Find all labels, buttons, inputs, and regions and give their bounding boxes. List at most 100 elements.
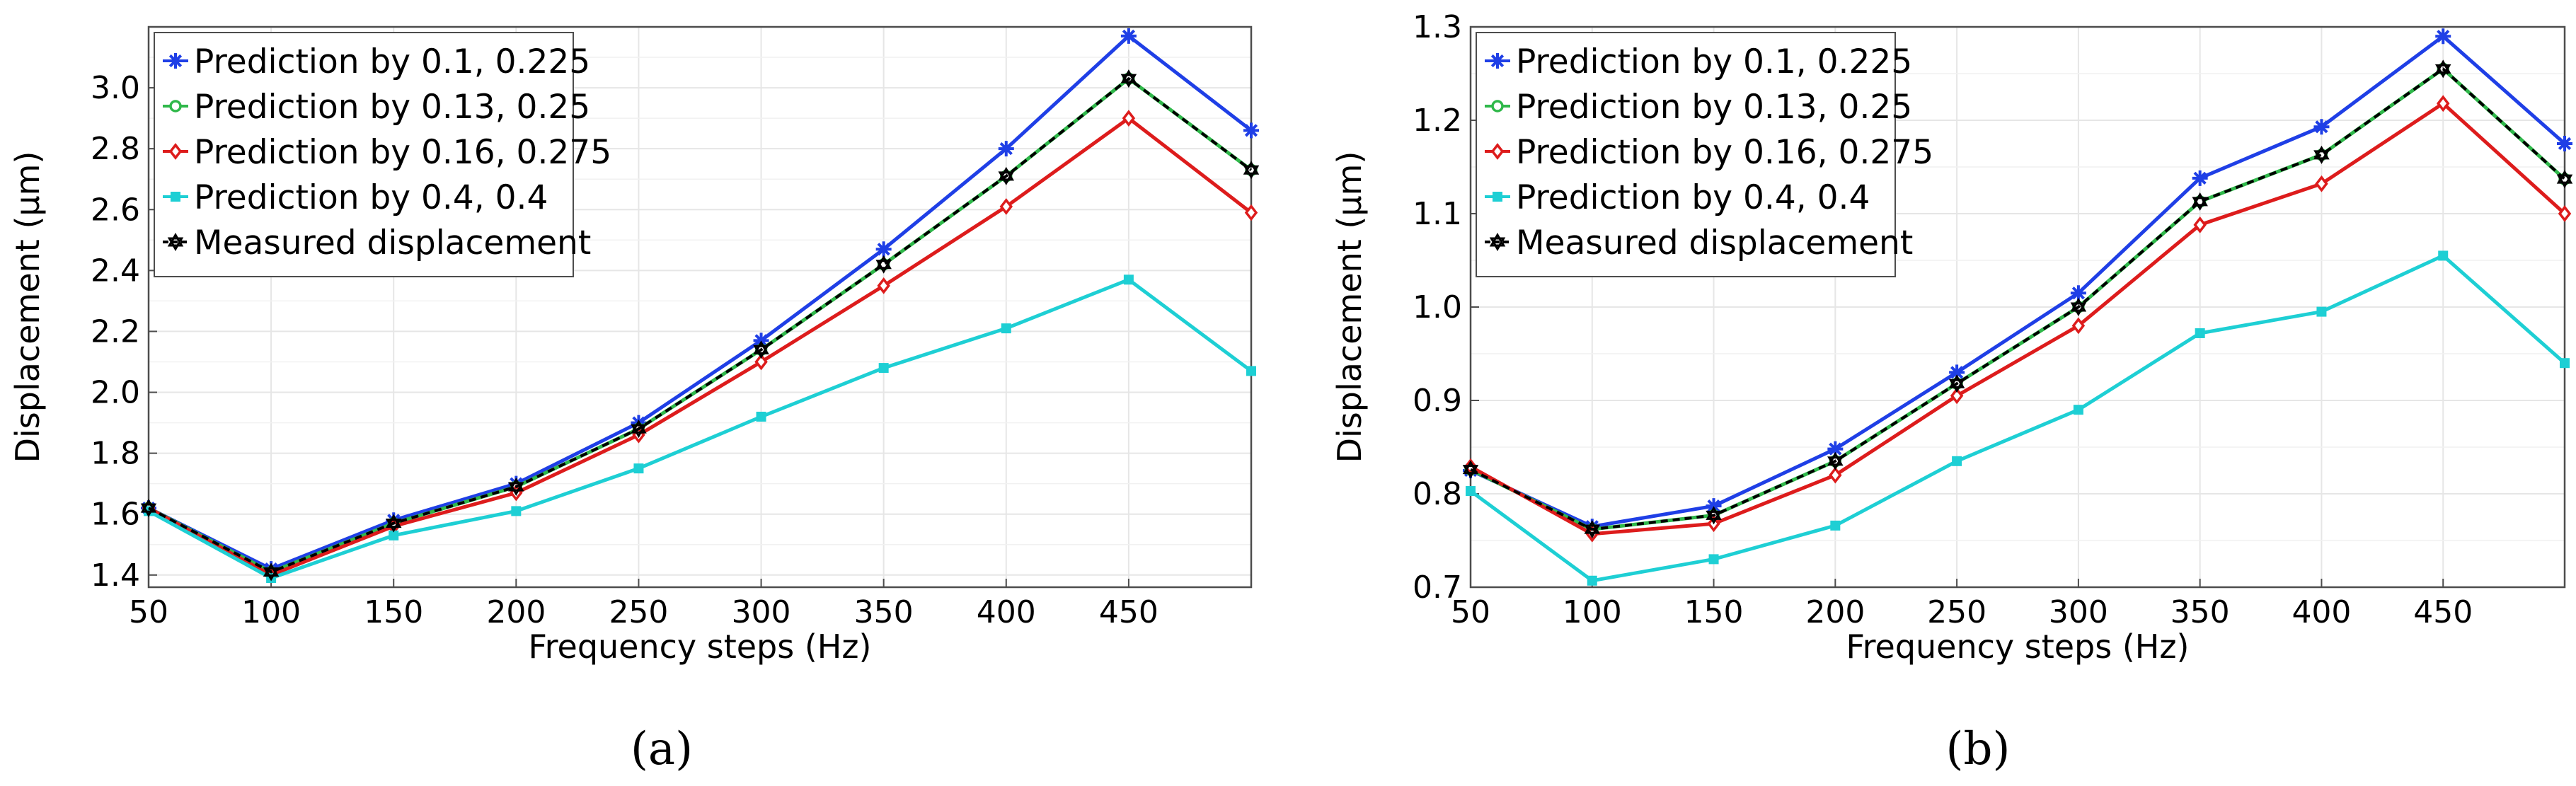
legend-entry: Prediction by 0.16, 0.275 xyxy=(163,133,611,172)
data-point xyxy=(998,166,1015,185)
legend-entry: Measured displacement xyxy=(1485,224,1913,262)
data-point xyxy=(1950,387,1964,405)
legend-label: Prediction by 0.1, 0.225 xyxy=(194,42,590,81)
y-tick-label: 2.2 xyxy=(91,313,140,349)
data-point xyxy=(2315,175,2328,192)
y-tick-label: 1.8 xyxy=(91,436,140,472)
data-point xyxy=(1830,520,1841,531)
legend-marker xyxy=(169,100,182,112)
data-point xyxy=(2193,216,2207,233)
data-point xyxy=(2437,95,2450,112)
legend-marker xyxy=(1490,53,1505,69)
data-point xyxy=(1708,554,1719,565)
data-point xyxy=(877,277,890,294)
y-tick-label: 1.6 xyxy=(91,497,140,533)
legend-label: Prediction by 0.16, 0.275 xyxy=(1516,133,1933,172)
data-point xyxy=(1243,122,1259,139)
x-tick-label: 350 xyxy=(2170,594,2230,630)
legend-label: Prediction by 0.4, 0.4 xyxy=(194,178,548,217)
data-point xyxy=(1001,323,1011,334)
legend-label: Prediction by 0.13, 0.25 xyxy=(194,88,590,127)
data-point xyxy=(1120,28,1137,44)
y-tick-label: 2.0 xyxy=(91,375,140,411)
legend-label: Measured displacement xyxy=(194,224,591,262)
x-tick-label: 250 xyxy=(609,594,668,630)
x-tick-label: 350 xyxy=(854,594,914,630)
series-line xyxy=(1470,67,2566,531)
legend-entry: Prediction by 0.1, 0.225 xyxy=(1485,42,1912,81)
data-point xyxy=(2195,328,2205,338)
data-point xyxy=(1466,486,1476,497)
y-tick-label: 0.7 xyxy=(1413,570,1462,606)
data-point xyxy=(2557,136,2572,151)
series-1 xyxy=(1463,28,2572,535)
data-point xyxy=(753,340,769,359)
series-5 xyxy=(140,69,1260,582)
data-point xyxy=(2560,358,2570,369)
legend-entry: Prediction by 0.1, 0.225 xyxy=(163,42,590,81)
data-point xyxy=(508,477,524,496)
data-point xyxy=(2556,170,2573,189)
series-4 xyxy=(1466,250,2570,586)
y-tick-label: 2.6 xyxy=(91,192,140,228)
data-point xyxy=(1584,520,1601,539)
data-point xyxy=(1948,374,1965,393)
legend-entry: Prediction by 0.4, 0.4 xyxy=(1485,178,1870,217)
data-point xyxy=(2192,170,2208,186)
x-tick-label: 200 xyxy=(486,594,546,630)
legend-marker xyxy=(168,143,183,160)
data-point xyxy=(2071,317,2086,335)
x-tick-label: 250 xyxy=(1927,594,1986,630)
legend-label: Prediction by 0.4, 0.4 xyxy=(1516,178,1870,217)
y-tick-label: 0.9 xyxy=(1413,383,1462,419)
y-tick-label: 1.3 xyxy=(1413,9,1462,45)
chart-panel-a: 50 100 150 200 250 300 350 400 450 1.4 1.6 1.8 2.0 2.… xyxy=(8,25,1260,666)
legend: Prediction by 0.1, 0.225 Prediction by 0.… xyxy=(154,32,611,277)
legend-marker xyxy=(1493,192,1502,202)
legend-entry: Prediction by 0.13, 0.25 xyxy=(1485,88,1912,127)
legend: Prediction by 0.1, 0.225 Prediction by 0.… xyxy=(1476,32,1933,277)
data-point xyxy=(1246,366,1256,376)
data-point xyxy=(1243,161,1260,180)
x-tick-label: 100 xyxy=(1563,594,1622,630)
x-tick-label: 100 xyxy=(241,594,301,630)
y-tick-label: 1.0 xyxy=(1413,289,1462,325)
data-point xyxy=(1120,69,1137,88)
data-point xyxy=(1952,456,1962,466)
data-point xyxy=(389,530,399,541)
legend-marker xyxy=(167,232,184,252)
x-tick-label: 50 xyxy=(1451,594,1490,630)
legend-marker xyxy=(1490,143,1505,160)
data-point xyxy=(878,363,889,374)
y-tick-label: 0.8 xyxy=(1413,476,1462,512)
data-point xyxy=(1949,364,1965,381)
x-tick-label: 200 xyxy=(1805,594,1865,630)
y-axis-label: Displacement (μm) xyxy=(8,151,47,463)
data-point xyxy=(2070,285,2086,301)
y-axis-label: Displacement (μm) xyxy=(1330,151,1369,463)
data-point xyxy=(385,514,402,533)
x-tick-label: 50 xyxy=(129,594,168,630)
x-tick-label: 400 xyxy=(2292,594,2351,630)
data-point xyxy=(756,411,766,422)
data-point xyxy=(1462,460,1479,479)
x-tick-label: 300 xyxy=(732,594,791,630)
series-line xyxy=(1469,253,2566,583)
data-point xyxy=(1706,498,1722,514)
data-point xyxy=(2434,59,2451,79)
series-line xyxy=(147,34,1253,571)
y-tick-label: 1.2 xyxy=(1413,103,1462,139)
data-point xyxy=(1122,110,1136,127)
data-point xyxy=(633,463,644,474)
data-point xyxy=(875,241,892,258)
data-point xyxy=(2313,119,2330,135)
data-point xyxy=(511,506,522,516)
data-point xyxy=(1829,466,1842,484)
series-line xyxy=(1469,101,2566,536)
data-point xyxy=(1827,451,1844,470)
data-point xyxy=(1123,274,1134,285)
data-point xyxy=(1706,506,1722,525)
x-axis-label: Frequency steps (Hz) xyxy=(529,628,872,666)
chart-panel-b: 50 100 150 200 250 300 350 400 450 0.7 0.8 0.9 1.0 1.… xyxy=(1330,9,2573,666)
